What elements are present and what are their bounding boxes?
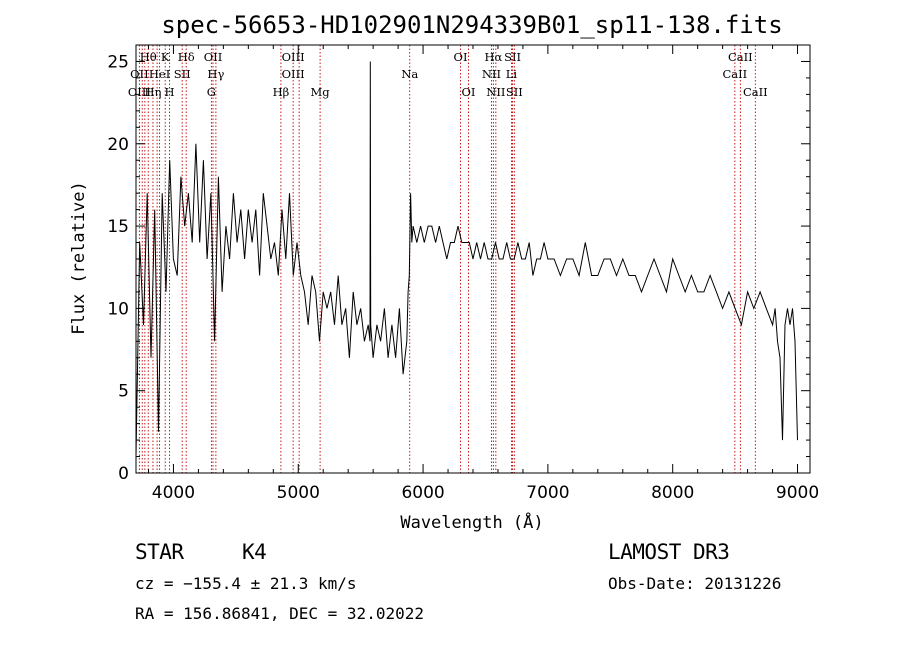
observation-date: Obs-Date: 20131226 (608, 574, 781, 593)
emission-line-label: OII (204, 50, 223, 64)
emission-line-label: H (165, 85, 175, 99)
emission-line-label: Hβ (273, 85, 290, 99)
emission-line-label: OII (130, 67, 149, 81)
x-tick-label: 8000 (651, 483, 694, 503)
emission-line-label: NII (482, 67, 501, 81)
emission-line-label: Li (506, 67, 518, 81)
object-type: STAR (135, 540, 184, 564)
x-tick-label: 7000 (526, 483, 569, 503)
chart-title: spec-56653-HD102901N294339B01_sp11-138.f… (161, 11, 782, 39)
emission-line-label: CaII (743, 85, 768, 99)
emission-line-label: K (161, 50, 170, 64)
y-tick-label: 25 (107, 52, 129, 72)
emission-line-label: OI (454, 50, 468, 64)
y-axis-label: Flux (relative) (69, 181, 89, 335)
spectral-subclass: K4 (242, 540, 266, 564)
y-tick-label: 10 (107, 299, 129, 319)
emission-line-label: G (207, 85, 216, 99)
emission-line-label: CaII (728, 50, 753, 64)
survey-name: LAMOST DR3 (608, 540, 729, 564)
x-tick-label: 5000 (277, 483, 320, 503)
x-tick-label: 4000 (152, 483, 195, 503)
emission-line-label: HeI (149, 67, 170, 81)
emission-line-label: OI (462, 85, 476, 99)
emission-line-label: SII (174, 67, 191, 81)
y-tick-label: 0 (118, 464, 129, 484)
flux-series-line (136, 62, 798, 457)
emission-line-label: NII (486, 85, 505, 99)
emission-line-label: SII (504, 50, 521, 64)
emission-line-label: OIII (282, 67, 305, 81)
emission-line-label: CaII (722, 67, 747, 81)
sky-coordinates: RA = 156.86841, DEC = 32.02022 (135, 604, 424, 623)
emission-line-label: Hα (484, 50, 502, 64)
y-tick-label: 5 (118, 382, 129, 402)
x-axis-label: Wavelength (Å) (400, 511, 543, 533)
emission-line-label: Mg (311, 85, 331, 99)
x-tick-label: 6000 (401, 483, 444, 503)
y-tick-label: 15 (107, 217, 129, 237)
emission-line-markers (139, 45, 755, 473)
y-tick-label: 20 (107, 135, 129, 155)
emission-line-label: SII (506, 85, 523, 99)
emission-line-label: Hδ (178, 50, 195, 64)
x-tick-label: 9000 (776, 483, 819, 503)
redshift-velocity: cz = −155.4 ± 21.3 km/s (135, 574, 357, 593)
emission-line-label: OIII (282, 50, 305, 64)
emission-line-label: Na (401, 67, 418, 81)
axis-ticks: 4000 5000 6000 7000 8000 9000 0 5 10 15 20 25 (107, 45, 819, 503)
emission-line-label: Hη (145, 85, 162, 99)
emission-line-label: Hγ (207, 67, 224, 81)
